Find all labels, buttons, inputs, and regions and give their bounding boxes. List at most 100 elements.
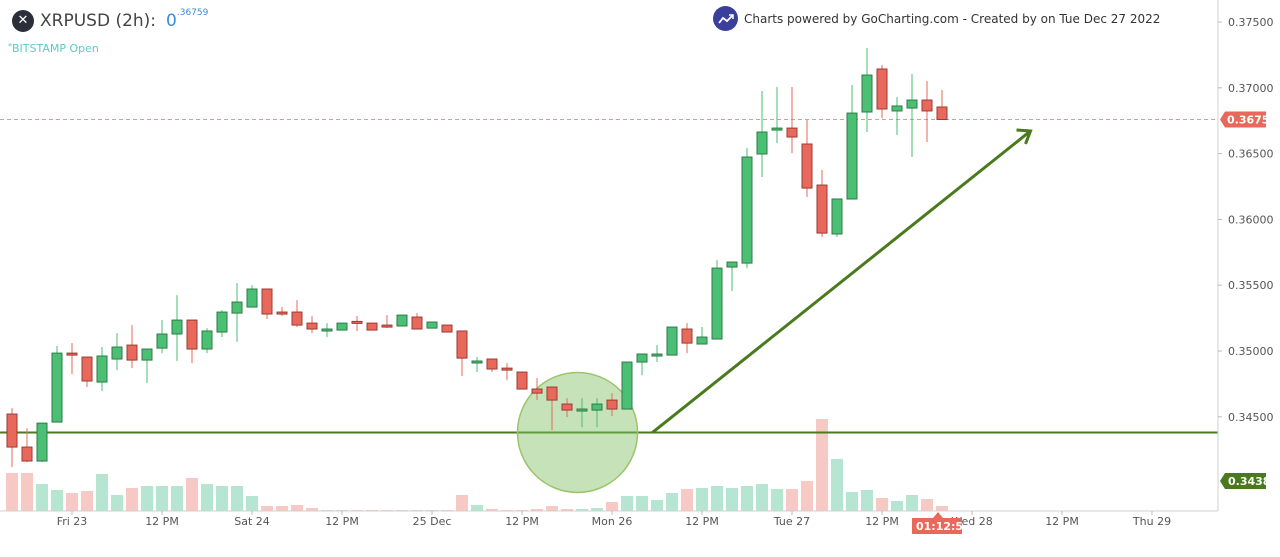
volume-bar bbox=[651, 500, 663, 511]
volume-bar bbox=[756, 484, 768, 511]
volume-bar bbox=[936, 506, 948, 511]
candle-body bbox=[666, 326, 678, 356]
volume-bar bbox=[921, 499, 933, 511]
candle-body bbox=[936, 106, 948, 121]
candle-body bbox=[171, 319, 183, 335]
credit-text: Charts powered by GoCharting.com - Creat… bbox=[744, 11, 1161, 26]
countdown-tag: 01:12:53 bbox=[912, 512, 971, 534]
volume-bar bbox=[621, 496, 633, 511]
candle-body bbox=[711, 267, 723, 340]
price-tick-label: 0.35000 bbox=[1228, 345, 1274, 358]
candle-body bbox=[201, 330, 213, 350]
time-tick-label: 12 PM bbox=[685, 515, 719, 528]
volume-bar bbox=[726, 488, 738, 511]
volume-bars bbox=[6, 419, 948, 511]
candle-body bbox=[96, 355, 108, 383]
volume-bar bbox=[606, 502, 618, 511]
candle-body bbox=[186, 319, 198, 350]
volume-bar bbox=[291, 505, 303, 511]
time-tick-label: Fri 23 bbox=[57, 515, 88, 528]
volume-bar bbox=[681, 489, 693, 511]
volume-bar bbox=[81, 491, 93, 511]
xrp-logo-icon: ✕ bbox=[12, 10, 34, 32]
volume-bar bbox=[186, 478, 198, 511]
current-price: 0.36759 bbox=[166, 8, 209, 31]
volume-bar bbox=[126, 488, 138, 511]
candle-body bbox=[231, 301, 243, 314]
price-tick-label: 0.34500 bbox=[1228, 411, 1274, 424]
volume-bar bbox=[216, 486, 228, 511]
volume-bar bbox=[771, 489, 783, 511]
volume-bar bbox=[171, 486, 183, 511]
support-price-tag: 0.34381 bbox=[1220, 473, 1278, 489]
candle-body bbox=[321, 328, 333, 332]
volume-bar bbox=[201, 484, 213, 511]
volume-bar bbox=[456, 495, 468, 511]
time-tick-label: 12 PM bbox=[325, 515, 359, 528]
candle-body bbox=[546, 386, 558, 401]
candle-body bbox=[111, 346, 123, 360]
candle-body bbox=[741, 156, 753, 264]
candle-body bbox=[681, 328, 693, 344]
price-axis[interactable]: 0.37500 0.37000 0.36500 0.36000 0.35500 0.350… bbox=[1218, 16, 1274, 424]
candle-body bbox=[366, 322, 378, 331]
last-price-tag: 0.36759 bbox=[1220, 111, 1277, 128]
volume-bar bbox=[141, 486, 153, 511]
time-tick-label: 12 PM bbox=[505, 515, 539, 528]
price-tick-label: 0.36000 bbox=[1228, 213, 1274, 226]
candle-body bbox=[381, 324, 393, 328]
candle-body bbox=[591, 403, 603, 411]
candle-body bbox=[306, 322, 318, 330]
volume-bar bbox=[666, 493, 678, 511]
volume-bar bbox=[111, 495, 123, 511]
time-tick-label: Mon 26 bbox=[592, 515, 633, 528]
candle-body bbox=[846, 112, 858, 200]
candle-body bbox=[861, 74, 873, 113]
volume-bar bbox=[741, 486, 753, 511]
symbol-label: XRPUSD (2h): bbox=[40, 11, 157, 31]
last-price-label: 0.36759 bbox=[1227, 114, 1277, 127]
candle-body bbox=[276, 311, 288, 315]
volume-bar bbox=[711, 486, 723, 511]
candle-body bbox=[426, 321, 438, 329]
volume-bar bbox=[96, 474, 108, 511]
candle-body bbox=[456, 330, 468, 359]
volume-bar bbox=[891, 501, 903, 511]
candle-body bbox=[816, 184, 828, 234]
credit-banner[interactable]: Charts powered by GoCharting.com - Creat… bbox=[713, 6, 1160, 31]
candle-body bbox=[786, 127, 798, 138]
candle-body bbox=[906, 99, 918, 109]
candle-body bbox=[696, 336, 708, 345]
volume-bar bbox=[231, 486, 243, 511]
candle-body bbox=[501, 367, 513, 371]
candle-body bbox=[726, 261, 738, 268]
candle-body bbox=[216, 311, 228, 333]
candle-body bbox=[441, 324, 453, 333]
time-tick-label: Thu 29 bbox=[1132, 515, 1171, 528]
candles bbox=[6, 48, 948, 468]
candle-body bbox=[351, 320, 363, 324]
trend-arrow[interactable] bbox=[651, 128, 1033, 434]
candle-body bbox=[66, 352, 78, 356]
time-axis[interactable]: Fri 23 12 PM Sat 24 12 PM 25 Dec 12 PM Mon 26 1… bbox=[57, 511, 1171, 528]
volume-bar bbox=[531, 509, 543, 511]
candle-body bbox=[876, 68, 888, 110]
candle-body bbox=[336, 322, 348, 331]
candle-body bbox=[411, 316, 423, 330]
time-tick-label: 12 PM bbox=[145, 515, 179, 528]
time-tick-label: Sat 24 bbox=[234, 515, 270, 528]
candle-body bbox=[561, 403, 573, 411]
symbol-header: ✕ XRPUSD (2h): 0.36759 bbox=[12, 8, 208, 32]
candle-body bbox=[291, 311, 303, 326]
price-decimal: .36759 bbox=[176, 8, 209, 18]
candle-body bbox=[771, 127, 783, 131]
candle-body bbox=[21, 446, 33, 462]
volume-bar bbox=[66, 493, 78, 511]
volume-bar bbox=[906, 495, 918, 511]
candle-body bbox=[246, 288, 258, 308]
volume-bar bbox=[831, 459, 843, 511]
candle-body bbox=[141, 348, 153, 361]
price-integer: 0 bbox=[166, 11, 177, 31]
time-tick-label: 12 PM bbox=[865, 515, 899, 528]
